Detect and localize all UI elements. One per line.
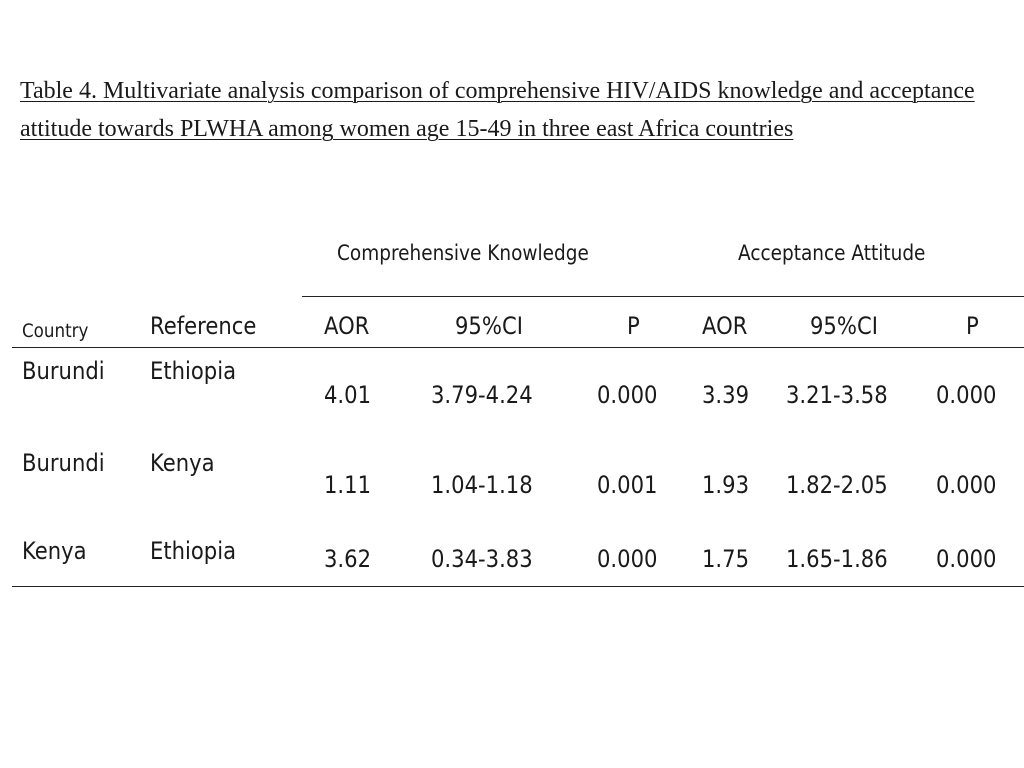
row-3-attitude-p: 0.000: [936, 545, 997, 573]
row-1-attitude-p: 0.000: [936, 381, 997, 409]
column-header-country: Country: [22, 320, 89, 342]
column-header-reference: Reference: [150, 312, 257, 340]
table-bottom-rule: [12, 586, 1024, 587]
column-header-attitude-aor: AOR: [702, 312, 748, 340]
column-header-attitude-ci: 95%CI: [810, 312, 878, 340]
row-3-knowledge-ci: 0.34-3.83: [431, 545, 533, 573]
row-3-knowledge-aor: 3.62: [324, 545, 372, 573]
row-1-reference: Ethiopia: [150, 357, 237, 385]
row-3-reference: Ethiopia: [150, 537, 237, 565]
table-title: Table 4. Multivariate analysis compariso…: [20, 78, 975, 142]
row-1-attitude-ci: 3.21-3.58: [786, 381, 888, 409]
row-2-knowledge-ci: 1.04-1.18: [431, 471, 533, 499]
row-1-knowledge-aor: 4.01: [324, 381, 372, 409]
row-1-attitude-aor: 3.39: [702, 381, 750, 409]
row-3-country: Kenya: [22, 537, 87, 565]
row-2-country: Burundi: [22, 449, 105, 477]
column-header-knowledge-ci: 95%CI: [455, 312, 523, 340]
row-1-knowledge-p: 0.000: [597, 381, 658, 409]
row-3-attitude-ci: 1.65-1.86: [786, 545, 888, 573]
row-3-attitude-aor: 1.75: [702, 545, 750, 573]
column-header-knowledge-aor: AOR: [324, 312, 370, 340]
row-2-attitude-aor: 1.93: [702, 471, 750, 499]
row-2-knowledge-aor: 1.11: [324, 471, 372, 499]
row-2-attitude-p: 0.000: [936, 471, 997, 499]
column-header-knowledge-p: P: [627, 312, 640, 340]
row-2-attitude-ci: 1.82-2.05: [786, 471, 888, 499]
group-header-attitude: Acceptance Attitude: [738, 241, 926, 265]
row-2-reference: Kenya: [150, 449, 215, 477]
header-bottom-rule: [12, 347, 1024, 348]
column-header-attitude-p: P: [966, 312, 979, 340]
group-header-knowledge: Comprehensive Knowledge: [337, 241, 589, 265]
group-header-rule: [302, 296, 1024, 297]
row-2-knowledge-p: 0.001: [597, 471, 658, 499]
row-3-knowledge-p: 0.000: [597, 545, 658, 573]
row-1-knowledge-ci: 3.79-4.24: [431, 381, 533, 409]
row-1-country: Burundi: [22, 357, 105, 385]
